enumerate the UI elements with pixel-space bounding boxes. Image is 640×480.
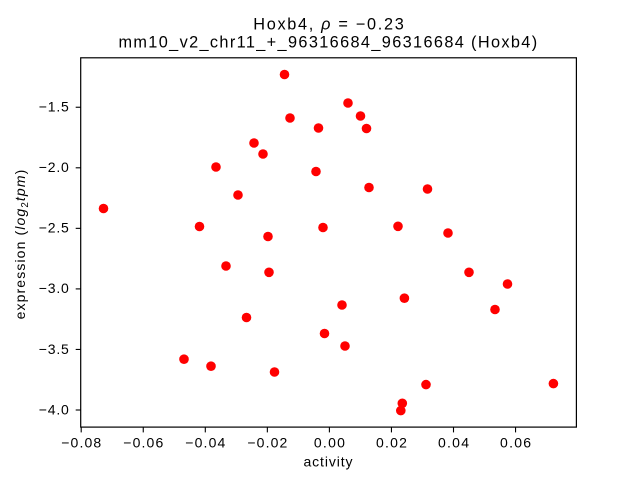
svg-text:0.02: 0.02 <box>376 435 407 451</box>
svg-text:−3.0: −3.0 <box>39 280 69 296</box>
svg-text:0.06: 0.06 <box>500 435 531 451</box>
svg-text:Hoxb4, ρ = −0.23: Hoxb4, ρ = −0.23 <box>253 16 404 34</box>
svg-text:−0.04: −0.04 <box>185 435 225 451</box>
svg-text:−4.0: −4.0 <box>39 401 69 417</box>
svg-text:−0.02: −0.02 <box>247 435 287 451</box>
svg-text:−0.06: −0.06 <box>123 435 163 451</box>
svg-text:−2.5: −2.5 <box>39 220 69 236</box>
svg-text:−0.08: −0.08 <box>61 435 101 451</box>
svg-text:−1.5: −1.5 <box>39 99 69 115</box>
svg-text:−3.5: −3.5 <box>39 341 69 357</box>
svg-text:mm10_v2_chr11_+_96316684_96316: mm10_v2_chr11_+_96316684_96316684 (Hoxb4… <box>118 34 537 52</box>
svg-text:0.04: 0.04 <box>438 435 469 451</box>
svg-text:0.00: 0.00 <box>314 435 345 451</box>
svg-text:−2.0: −2.0 <box>39 159 69 175</box>
svg-text:activity: activity <box>304 454 353 470</box>
